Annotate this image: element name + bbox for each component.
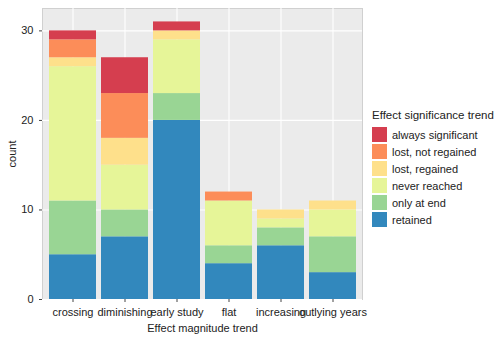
svg-text:diminishing: diminishing	[97, 306, 152, 318]
svg-text:0: 0	[27, 293, 33, 305]
html-text:never reached: never reached	[392, 179, 463, 192]
svg-text:crossing: crossing	[53, 306, 94, 318]
html-text:Effect significance trend: Effect significance trend	[372, 109, 494, 121]
html-text:retained: retained	[392, 213, 432, 226]
svg-text:count: count	[6, 141, 18, 168]
svg-text:30: 30	[21, 24, 33, 36]
svg-text:early study: early study	[150, 306, 204, 318]
svg-text:increasing: increasing	[255, 306, 307, 319]
svg-text:10: 10	[21, 203, 33, 215]
svg-text:20: 20	[21, 114, 33, 126]
html-text:lost, not regained: lost, not regained	[392, 145, 477, 158]
svg-text:flat: flat	[222, 306, 237, 318]
svg-text:Effect magnitude trend: Effect magnitude trend	[147, 322, 257, 334]
html-text:lost, regained: lost, regained	[392, 162, 458, 175]
html-text:only at end: only at end	[392, 196, 446, 209]
html-text:always significant: always significant	[392, 128, 478, 141]
svg-text:outlying years: outlying years	[299, 306, 367, 318]
